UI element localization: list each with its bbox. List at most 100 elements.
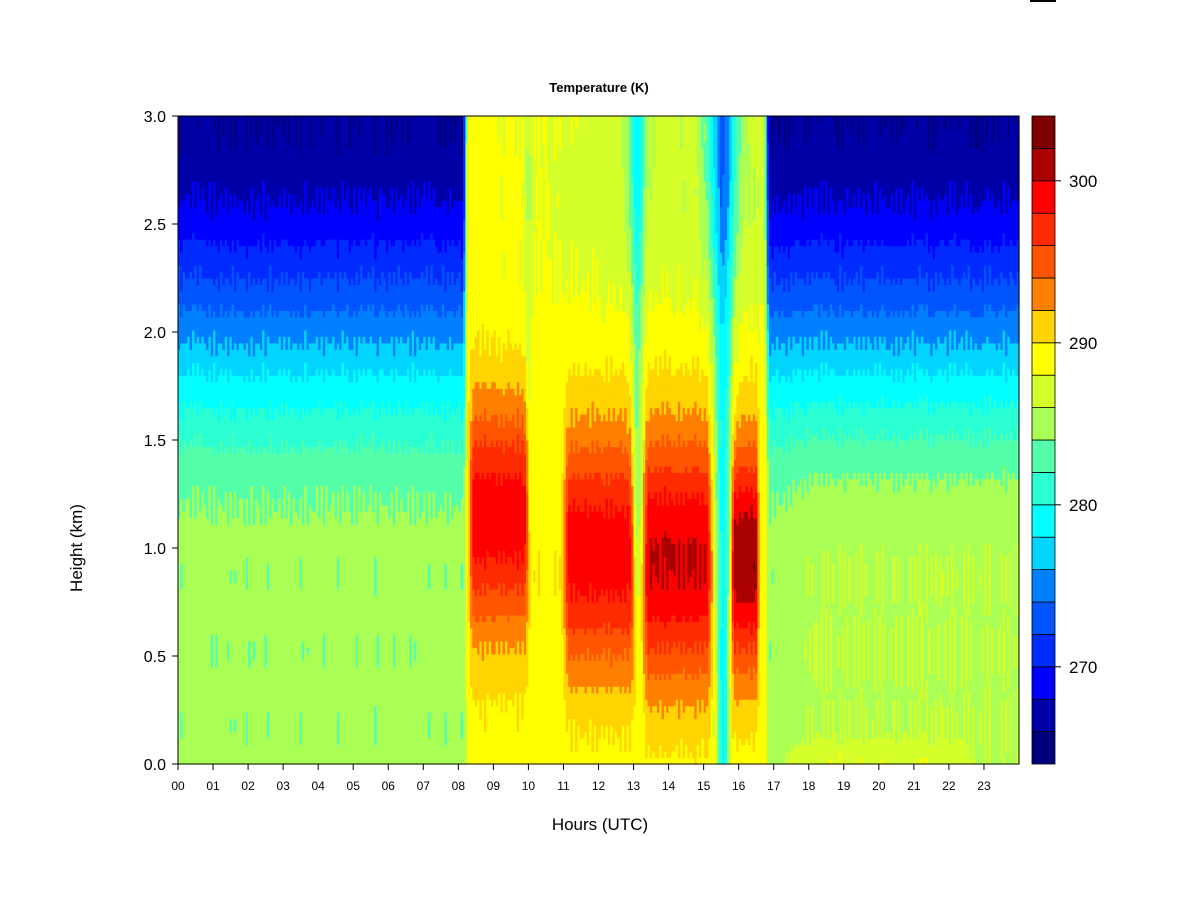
heatmap-cell bbox=[199, 355, 202, 363]
heatmap-cell bbox=[220, 440, 223, 448]
heatmap-cell bbox=[194, 517, 198, 525]
heatmap-cell bbox=[203, 174, 207, 182]
heatmap-cell bbox=[210, 414, 214, 422]
heatmap-cell bbox=[217, 712, 221, 720]
heatmap-cell bbox=[217, 550, 221, 558]
heatmap-cell bbox=[224, 213, 228, 221]
heatmap-cell bbox=[206, 614, 209, 623]
heatmap-cell bbox=[180, 116, 184, 124]
heatmap-cell bbox=[182, 433, 186, 441]
heatmap-cell bbox=[180, 316, 184, 324]
heatmap-cell bbox=[201, 563, 205, 571]
heatmap-cell bbox=[220, 699, 223, 707]
heatmap-cell bbox=[180, 349, 184, 357]
heatmap-cell bbox=[206, 465, 209, 473]
heatmap-cell bbox=[222, 336, 226, 344]
heatmap-cell bbox=[222, 498, 226, 506]
heatmap-cell bbox=[203, 433, 207, 441]
heatmap-cell bbox=[182, 226, 186, 234]
heatmap-cell bbox=[213, 699, 216, 707]
heatmap-cell bbox=[203, 394, 207, 402]
heatmap-cell bbox=[210, 303, 214, 311]
heatmap-cell bbox=[182, 537, 186, 545]
heatmap-cell bbox=[194, 751, 198, 759]
heatmap-cell bbox=[210, 219, 214, 227]
heatmap-cell bbox=[185, 563, 188, 571]
heatmap-cell bbox=[220, 627, 223, 635]
heatmap-cell bbox=[222, 252, 226, 260]
heatmap-cell bbox=[215, 485, 219, 493]
heatmap-cell bbox=[206, 751, 209, 759]
heatmap-cell bbox=[201, 589, 205, 597]
heatmap-cell bbox=[222, 362, 226, 370]
heatmap-cell bbox=[224, 323, 228, 331]
heatmap-cell bbox=[220, 478, 223, 486]
heatmap-cell bbox=[192, 219, 195, 227]
heatmap-cell bbox=[203, 381, 207, 389]
heatmap-cell bbox=[213, 440, 216, 448]
heatmap-cell bbox=[210, 543, 214, 551]
heatmap-cell bbox=[222, 472, 226, 480]
heatmap-cell bbox=[206, 712, 209, 720]
heatmap-cell bbox=[220, 614, 223, 623]
heatmap-cell bbox=[201, 595, 205, 603]
heatmap-cell bbox=[201, 271, 205, 279]
heatmap-cell bbox=[189, 744, 193, 752]
heatmap-cell bbox=[215, 206, 219, 214]
heatmap-cell bbox=[192, 498, 195, 506]
heatmap-cell bbox=[180, 452, 184, 461]
heatmap-cell bbox=[196, 478, 200, 486]
heatmap-cell bbox=[201, 135, 205, 143]
heatmap-cell bbox=[215, 465, 219, 473]
heatmap-cell bbox=[199, 731, 202, 739]
heatmap-cell bbox=[180, 738, 184, 746]
heatmap-cell bbox=[215, 219, 219, 227]
heatmap-cell bbox=[224, 660, 228, 668]
heatmap-cell bbox=[224, 193, 228, 201]
heatmap-cell bbox=[222, 640, 226, 648]
heatmap-cell bbox=[213, 316, 216, 324]
heatmap-cell bbox=[220, 200, 223, 208]
heatmap-cell bbox=[208, 368, 212, 376]
heatmap-cell bbox=[206, 213, 209, 221]
heatmap-cell bbox=[194, 290, 198, 299]
heatmap-cell bbox=[210, 148, 214, 156]
heatmap-cell bbox=[185, 258, 188, 266]
heatmap-cell bbox=[208, 420, 212, 428]
heatmap-cell bbox=[192, 226, 195, 234]
heatmap-cell bbox=[178, 712, 181, 720]
heatmap-cell bbox=[199, 375, 202, 383]
heatmap-cell bbox=[217, 465, 221, 473]
heatmap-cell bbox=[210, 446, 214, 454]
heatmap-cell bbox=[210, 725, 214, 733]
heatmap-cell bbox=[203, 271, 207, 279]
heatmap-cell bbox=[203, 530, 207, 538]
heatmap-cell bbox=[178, 278, 181, 286]
heatmap-cell bbox=[201, 180, 205, 188]
heatmap-cell bbox=[185, 141, 188, 149]
heatmap-cell bbox=[208, 394, 212, 402]
heatmap-cell bbox=[178, 252, 181, 260]
heatmap-cell bbox=[208, 491, 212, 499]
heatmap-cell bbox=[215, 271, 219, 279]
heatmap-cell bbox=[208, 381, 212, 389]
heatmap-cell bbox=[222, 141, 226, 149]
heatmap-cell bbox=[185, 394, 188, 402]
heatmap-cell bbox=[189, 634, 193, 642]
heatmap-cell bbox=[180, 647, 184, 655]
heatmap-cell bbox=[206, 219, 209, 227]
heatmap-cell bbox=[196, 504, 200, 512]
heatmap-cell bbox=[201, 303, 205, 311]
heatmap-cell bbox=[189, 116, 193, 124]
heatmap-cell bbox=[206, 427, 209, 435]
heatmap-cell bbox=[194, 653, 198, 661]
heatmap-cell bbox=[178, 141, 181, 149]
heatmap-cell bbox=[210, 692, 214, 700]
heatmap-cell bbox=[201, 478, 205, 486]
heatmap-cell bbox=[217, 556, 221, 564]
heatmap-cell bbox=[220, 751, 223, 759]
heatmap-cell bbox=[182, 692, 186, 700]
heatmap-cell bbox=[192, 148, 195, 156]
heatmap-cell bbox=[180, 239, 184, 247]
heatmap-cell bbox=[217, 316, 221, 324]
